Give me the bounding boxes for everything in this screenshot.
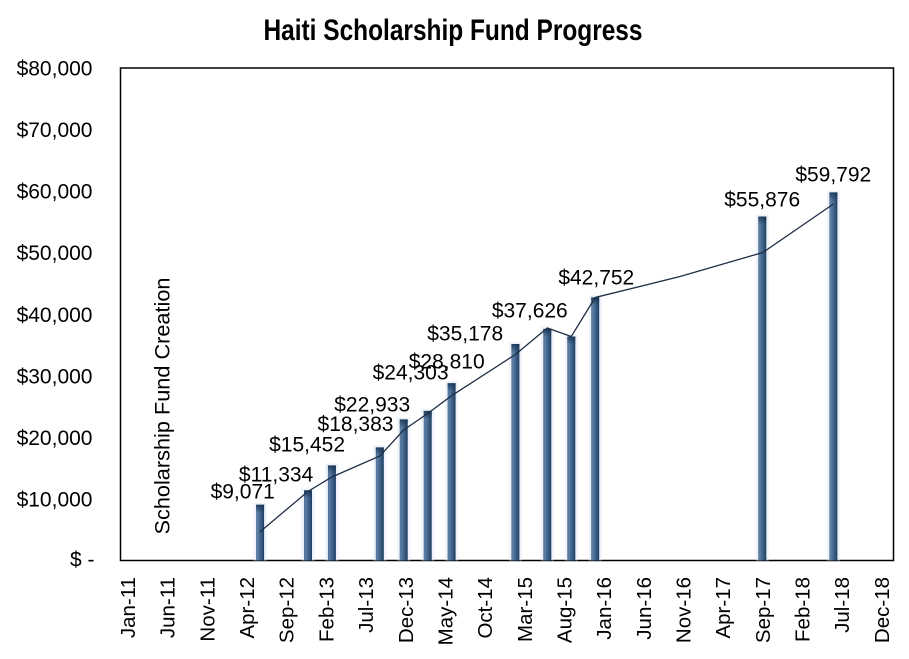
svg-text:Jun-11: Jun-11 — [157, 577, 180, 638]
svg-text:$42,752: $42,752 — [558, 266, 634, 289]
svg-text:Haiti Scholarship Fund Progres: Haiti Scholarship Fund Progress — [264, 14, 643, 47]
svg-text:Aug-15: Aug-15 — [554, 577, 577, 643]
svg-text:$20,000: $20,000 — [17, 427, 93, 450]
svg-text:Dec-13: Dec-13 — [395, 577, 418, 643]
svg-text:Sep-17: Sep-17 — [752, 577, 775, 643]
svg-text:$9,071: $9,071 — [211, 481, 275, 504]
svg-text:$15,452: $15,452 — [269, 433, 345, 456]
svg-text:Oct-14: Oct-14 — [474, 577, 497, 639]
svg-text:Apr-12: Apr-12 — [236, 577, 259, 639]
svg-text:$28,810: $28,810 — [409, 351, 485, 374]
svg-text:Mar-15: Mar-15 — [514, 577, 537, 642]
svg-text:$10,000: $10,000 — [17, 488, 93, 511]
svg-text:Feb-13: Feb-13 — [315, 577, 338, 642]
svg-text:$11,334: $11,334 — [239, 463, 314, 486]
svg-text:Jul-18: Jul-18 — [831, 577, 854, 633]
svg-text:Jul-13: Jul-13 — [355, 577, 378, 633]
svg-text:$55,876: $55,876 — [724, 189, 800, 212]
svg-text:$22,933: $22,933 — [334, 394, 410, 417]
svg-text:Jan-11: Jan-11 — [117, 577, 140, 638]
svg-text:$ -: $ - — [70, 549, 95, 572]
svg-text:Jan-16: Jan-16 — [593, 577, 616, 640]
svg-text:$70,000: $70,000 — [17, 119, 93, 142]
svg-text:Dec-18: Dec-18 — [871, 577, 894, 643]
svg-text:Nov-16: Nov-16 — [673, 577, 696, 643]
svg-text:Nov-11: Nov-11 — [196, 577, 219, 642]
svg-text:Scholarship Fund Creation: Scholarship Fund Creation — [152, 278, 175, 535]
svg-text:$59,792: $59,792 — [795, 164, 871, 187]
svg-text:$18,383: $18,383 — [318, 413, 394, 436]
svg-text:Jun-16: Jun-16 — [633, 577, 656, 640]
svg-text:Sep-12: Sep-12 — [276, 577, 299, 643]
svg-text:$60,000: $60,000 — [17, 181, 93, 204]
svg-text:$80,000: $80,000 — [17, 58, 93, 81]
svg-text:May-14: May-14 — [434, 577, 457, 645]
svg-text:$35,178: $35,178 — [427, 323, 503, 346]
svg-text:$37,626: $37,626 — [492, 300, 568, 323]
svg-text:$30,000: $30,000 — [17, 365, 93, 388]
svg-text:Apr-17: Apr-17 — [712, 577, 735, 639]
svg-text:$24,303: $24,303 — [373, 361, 449, 384]
svg-text:$50,000: $50,000 — [17, 242, 93, 265]
svg-text:$40,000: $40,000 — [17, 304, 93, 327]
svg-text:Feb-18: Feb-18 — [792, 577, 815, 642]
